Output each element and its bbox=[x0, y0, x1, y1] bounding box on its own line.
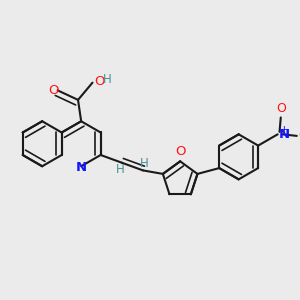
Text: N: N bbox=[279, 128, 290, 141]
Text: O: O bbox=[276, 102, 286, 115]
Text: O: O bbox=[175, 145, 185, 158]
Text: N: N bbox=[76, 161, 87, 174]
Text: +: + bbox=[280, 125, 289, 135]
Text: O: O bbox=[298, 129, 300, 142]
Text: H: H bbox=[116, 163, 124, 176]
Text: O: O bbox=[94, 75, 105, 88]
Text: O: O bbox=[48, 84, 58, 97]
Text: H: H bbox=[103, 73, 112, 86]
Text: H: H bbox=[140, 157, 149, 170]
